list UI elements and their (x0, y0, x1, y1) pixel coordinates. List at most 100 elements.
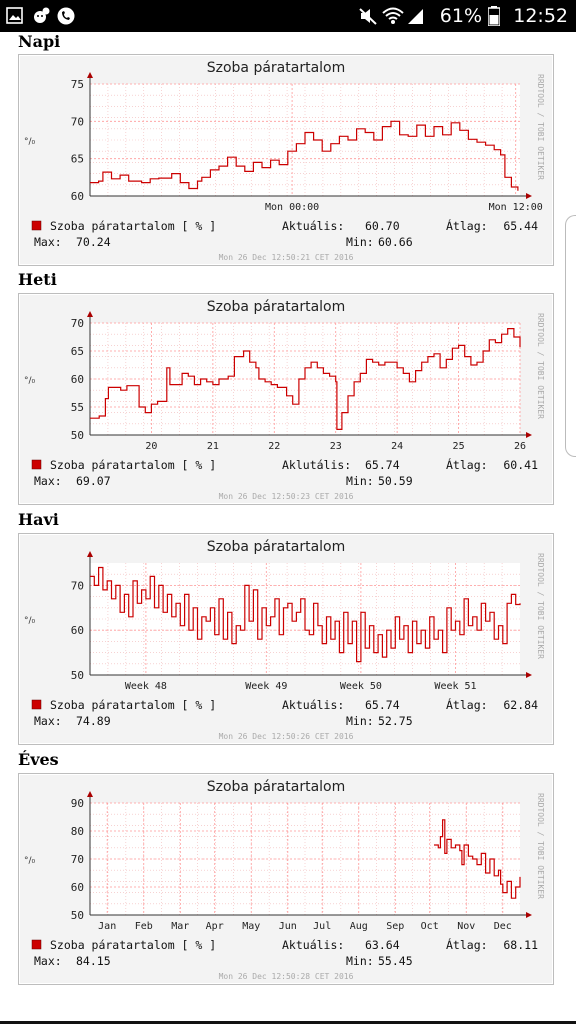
max-value: 69.07 (76, 474, 111, 488)
avg-label: Átlag: (446, 697, 488, 712)
min-value: 55.45 (378, 954, 413, 968)
legend-swatch (31, 220, 42, 231)
graph-frame-inner (19, 534, 553, 744)
max-label: Max: (34, 235, 62, 249)
current-value: 60.70 (365, 219, 400, 233)
y-tick-label: 50 (71, 909, 84, 922)
x-axis-arrow (526, 432, 532, 438)
whatsapp-icon (57, 7, 75, 25)
x-tick-label: Nov (457, 921, 475, 932)
legend-label: Szoba páratartalom [ % ] (50, 458, 216, 472)
legend-swatch (31, 699, 42, 710)
avg-value: 62.84 (503, 698, 538, 712)
scroll-indicator[interactable] (565, 215, 576, 457)
y-unit-glyph: °/₀ (24, 137, 36, 147)
min-label: Min: (346, 235, 374, 249)
min-label: Min: (346, 954, 374, 968)
max-value: 84.15 (76, 954, 111, 968)
humidity-series-line (90, 120, 519, 191)
daily-humidity-graph[interactable]: Szoba páratartalom RRDTOOL / TOBI OETIKER… (18, 54, 554, 266)
humidity-series-line (90, 328, 521, 430)
rrdtool-side-label: RRDTOOL / TOBI OETIKER (536, 74, 545, 180)
x-tick-label: Sep (386, 921, 404, 932)
x-tick-label: Week 50 (340, 681, 382, 692)
y-unit-glyph: °/₀ (24, 616, 36, 626)
x-tick-label: Mon 00:00 (265, 202, 319, 213)
x-tick-label: Jan (98, 921, 116, 932)
current-value: 65.74 (365, 458, 400, 472)
section-label-weekly: Heti (18, 270, 57, 289)
x-tick-label: Mar (171, 921, 189, 932)
legend-label: Szoba páratartalom [ % ] (50, 938, 216, 952)
y-tick-label: 70 (71, 579, 84, 592)
chart-title: Szoba páratartalom (207, 299, 346, 315)
y-tick-label: 60 (71, 624, 84, 637)
x-tick-label: Jun (279, 921, 297, 932)
graph-timestamp: Mon 26 Dec 12:50:28 CET 2016 (219, 972, 354, 981)
y-tick-label: 90 (71, 797, 84, 810)
current-label: Aktuális: (282, 698, 344, 712)
x-tick-label: Feb (135, 921, 153, 932)
current-label: Aktuális: (282, 219, 344, 233)
min-label: Min: (346, 714, 374, 728)
min-value: 52.75 (378, 714, 413, 728)
graph-frame-inner (19, 774, 553, 984)
weekly-humidity-graph[interactable]: Szoba páratartalom RRDTOOL / TOBI OETIKER… (18, 293, 554, 505)
x-tick-label: 21 (207, 441, 219, 452)
section-label-monthly: Havi (18, 510, 59, 529)
max-value: 74.89 (76, 714, 111, 728)
graph-timestamp: Mon 26 Dec 12:50:23 CET 2016 (219, 492, 354, 501)
y-unit-glyph: °/₀ (24, 376, 36, 386)
graph-timestamp: Mon 26 Dec 12:50:26 CET 2016 (219, 732, 354, 741)
x-tick-label: Week 48 (125, 681, 167, 692)
yearly-humidity-graph[interactable]: Szoba páratartalom RRDTOOL / TOBI OETIKER… (18, 773, 554, 985)
y-axis-arrow (87, 72, 93, 78)
legend-label: Szoba páratartalom [ % ] (50, 219, 216, 233)
x-tick-label: May (242, 921, 260, 932)
x-tick-label: Jul (313, 921, 331, 932)
wifi-icon (382, 7, 404, 24)
image-icon (6, 7, 23, 24)
y-tick-label: 60 (71, 190, 84, 203)
x-tick-label: Apr (206, 921, 224, 932)
legend-swatch (31, 459, 42, 470)
battery-percent: 61% (439, 5, 482, 27)
y-tick-label: 65 (71, 153, 84, 166)
min-label: Min: (346, 474, 374, 488)
y-tick-label: 60 (71, 881, 84, 894)
rrdtool-side-label: RRDTOOL / TOBI OETIKER (536, 313, 545, 419)
y-tick-label: 50 (71, 669, 84, 682)
max-label: Max: (34, 474, 62, 488)
humidity-series-line (90, 566, 521, 663)
x-tick-label: Mon 12:00 (489, 202, 543, 213)
x-axis-arrow (526, 912, 532, 918)
chart-title: Szoba páratartalom (207, 60, 346, 76)
y-tick-label: 70 (71, 115, 84, 128)
y-tick-label: 70 (71, 853, 84, 866)
clock: 12:52 (513, 5, 568, 27)
current-label: Aktuális: (282, 938, 344, 952)
y-tick-label: 75 (71, 78, 84, 91)
y-tick-label: 80 (71, 825, 84, 838)
min-value: 50.59 (378, 474, 413, 488)
y-tick-label: 50 (71, 429, 84, 442)
y-tick-label: 55 (71, 401, 84, 414)
monthly-humidity-graph[interactable]: Szoba páratartalom RRDTOOL / TOBI OETIKER… (18, 533, 554, 745)
y-axis-arrow (87, 311, 93, 317)
avg-label: Átlag: (446, 937, 488, 952)
avg-value: 68.11 (503, 938, 538, 952)
y-tick-label: 65 (71, 345, 84, 358)
y-tick-label: 60 (71, 373, 84, 386)
signal-icon (408, 9, 423, 24)
max-label: Max: (34, 954, 62, 968)
x-tick-label: 22 (268, 441, 280, 452)
avg-label: Átlag: (446, 218, 488, 233)
legend-swatch (31, 939, 42, 950)
avg-value: 60.41 (503, 458, 538, 472)
legend-label: Szoba páratartalom [ % ] (50, 698, 216, 712)
current-value: 63.64 (365, 938, 400, 952)
x-tick-label: Aug (350, 921, 368, 932)
y-unit-glyph: °/₀ (24, 856, 36, 866)
x-tick-label: 24 (391, 441, 403, 452)
y-axis-arrow (87, 551, 93, 557)
